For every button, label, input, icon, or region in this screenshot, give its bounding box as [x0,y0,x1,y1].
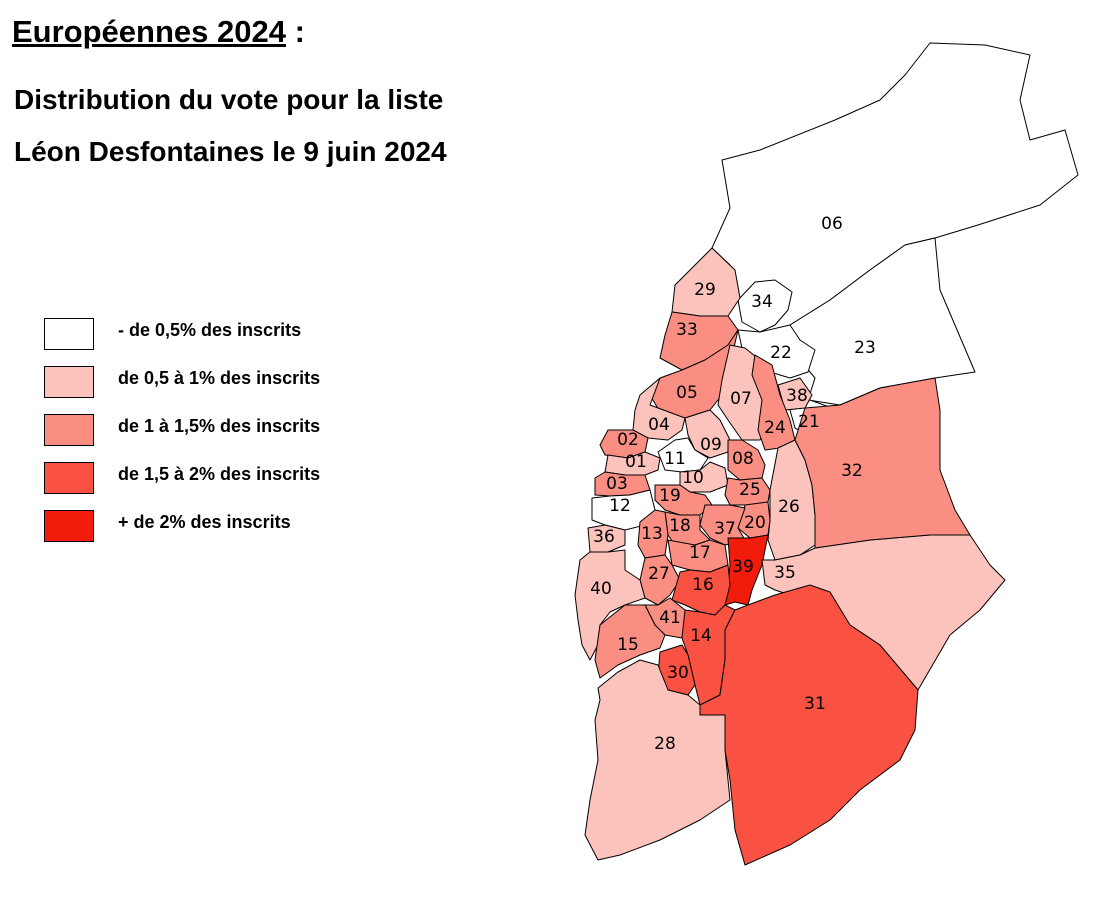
map-title-text: Européennes 2024 [12,14,286,49]
district-label: 39 [732,557,754,577]
district-label: 12 [609,496,631,516]
district-40[interactable] [574,549,646,661]
legend-label: - de 0,5% des inscrits [118,320,302,340]
legend-swatch [44,510,94,542]
district-label: 07 [730,389,752,409]
district-15[interactable] [594,604,666,679]
district-label: 40 [590,579,612,599]
district-label: 29 [694,280,716,300]
district-label: 04 [648,415,670,435]
district-label: 33 [676,320,698,340]
legend-label: de 0,5 à 1% des inscrits [118,368,321,388]
district-label: 13 [641,524,663,544]
legend-label: + de 2% des inscrits [118,512,291,532]
district-label: 14 [690,626,712,646]
map-subtitle-line1: Distribution du vote pour la liste [14,84,444,115]
district-04[interactable] [632,377,686,441]
district-31[interactable] [699,584,919,866]
district-label: 11 [664,449,686,469]
district-label: 02 [617,430,639,450]
map-subtitle-line2: Léon Desfontaines le 9 juin 2024 [14,136,447,167]
legend-swatch [44,414,94,446]
district-label: 36 [593,527,615,547]
district-label: 25 [739,480,761,500]
district-28[interactable] [584,659,731,861]
district-label: 10 [682,468,704,488]
district-label: 41 [659,608,681,628]
district-label: 01 [625,452,647,472]
district-label: 38 [786,386,808,406]
district-label: 22 [770,343,792,363]
map-title-suffix: : [285,14,305,49]
legend-swatch [44,318,94,350]
district-label: 21 [798,412,820,432]
legend-swatch [44,366,94,398]
district-label: 20 [744,513,766,533]
legend-label: de 1,5 à 2% des inscrits [118,464,321,484]
district-label: 31 [804,694,826,714]
district-label: 37 [714,519,736,539]
district-label: 05 [676,383,698,403]
legend-label: de 1 à 1,5% des inscrits [118,416,321,436]
map-title: Européennes 2024 : [12,14,305,50]
district-34[interactable] [737,279,793,333]
district-label: 35 [774,563,796,583]
district-13[interactable] [637,509,669,559]
district-label: 26 [778,497,800,517]
district-11[interactable] [657,437,709,473]
district-32[interactable] [794,377,971,549]
district-label: 08 [732,449,754,469]
district-label: 23 [854,338,876,358]
district-label: 34 [751,292,773,312]
district-label: 18 [669,516,691,536]
district-label: 30 [667,663,689,683]
district-label: 24 [764,418,786,438]
district-label: 32 [841,461,863,481]
district-labels: 06 23 34 22 21 29 33 05 07 38 24 04 09 0… [590,214,876,754]
district-label: 27 [648,564,670,584]
district-label: 28 [654,734,676,754]
district-label: 09 [700,435,722,455]
district-label: 03 [606,474,628,494]
district-label: 17 [689,543,711,563]
district-label: 19 [659,486,681,506]
legend-swatch [44,462,94,494]
district-label: 15 [617,635,639,655]
district-label: 16 [692,575,714,595]
district-label: 06 [821,214,843,234]
